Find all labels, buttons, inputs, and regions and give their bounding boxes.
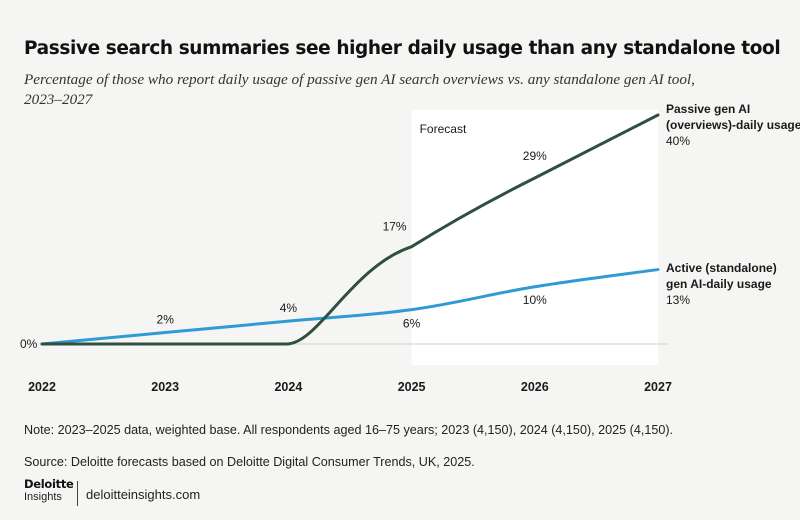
- forecast-region: [411, 110, 658, 365]
- line-chart: Forecast 0% 17% 29% 2% 4% 6% 10% Passive gen A…: [20, 102, 800, 394]
- passive-data-label-2026: 29%: [523, 149, 547, 163]
- logo-line-deloitte: Deloitte: [24, 477, 74, 491]
- passive-series-end-value: 40%: [666, 134, 690, 148]
- x-tick-label-2026: 2026: [521, 380, 549, 394]
- footer-divider: [77, 481, 78, 506]
- logo-line-insights: Insights: [24, 491, 62, 503]
- chart-subtitle: Percentage of those who report daily usa…: [24, 71, 695, 108]
- active-series-end-value: 13%: [666, 293, 690, 307]
- baseline-label: 0%: [20, 337, 38, 351]
- passive-series-name-line-1: Passive gen AI: [666, 102, 750, 116]
- site-link[interactable]: deloitteinsights.com: [86, 487, 201, 502]
- x-tick-label-2027: 2027: [644, 380, 672, 394]
- x-tick-label-2024: 2024: [274, 380, 302, 394]
- active-series-name-line-1: Active (standalone): [666, 261, 777, 275]
- deloitte-insights-logo: Deloitte Insights: [24, 478, 74, 504]
- active-data-label-2025: 6%: [403, 317, 421, 331]
- passive-data-label-2025: 17%: [383, 220, 407, 234]
- active-series-name-line-2: gen AI-daily usage: [666, 277, 772, 291]
- x-tick-label-2023: 2023: [151, 380, 179, 394]
- x-tick-label-2025: 2025: [398, 380, 426, 394]
- active-data-label-2024: 4%: [280, 301, 298, 315]
- forecast-label: Forecast: [420, 122, 467, 136]
- active-data-label-2023: 2%: [157, 313, 175, 327]
- chart-title: Passive search summaries see higher dail…: [24, 38, 781, 59]
- chart-source: Source: Deloitte forecasts based on Delo…: [24, 455, 475, 469]
- series-line-passive: [40, 113, 660, 346]
- x-tick-label-2022: 2022: [28, 380, 56, 394]
- chart-note: Note: 2023–2025 data, weighted base. All…: [24, 423, 674, 437]
- series-line-active: [40, 268, 660, 346]
- active-data-label-2026: 10%: [523, 293, 547, 307]
- passive-series-name-line-2: (overviews)-daily usage: [666, 118, 800, 132]
